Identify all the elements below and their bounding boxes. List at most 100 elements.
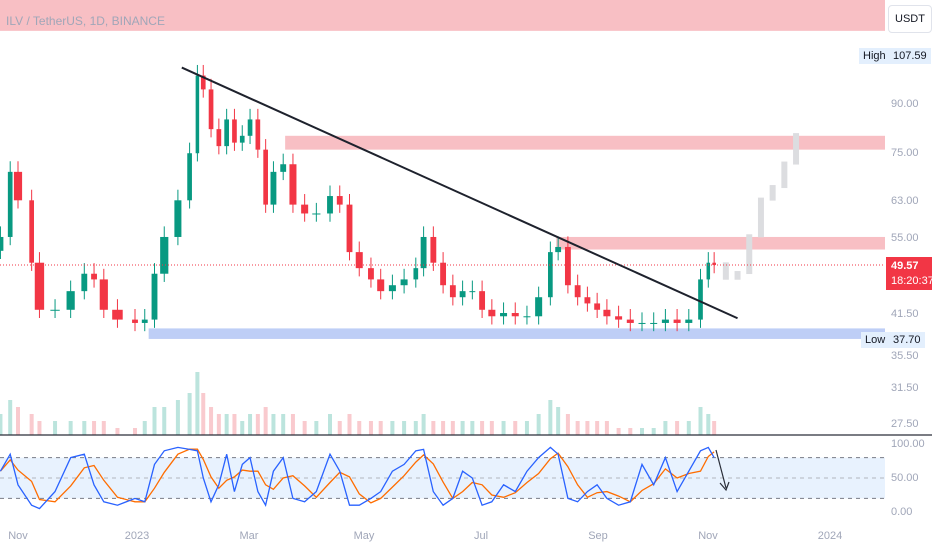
time-tick: Sep — [588, 530, 608, 542]
volume-bar — [460, 421, 465, 435]
blue-zone — [148, 328, 885, 339]
candle-body — [377, 279, 385, 292]
volume-bar — [82, 421, 87, 435]
volume-bar — [8, 400, 13, 435]
candle-body — [187, 153, 192, 201]
volume-bar — [431, 421, 436, 435]
candle-body — [488, 309, 496, 317]
volume-bar — [68, 421, 73, 435]
candle-body — [615, 316, 623, 320]
candle-body — [280, 164, 287, 172]
candle-body — [564, 246, 571, 286]
volume-bar — [604, 421, 609, 435]
candle-body — [255, 119, 261, 150]
low-value: 37.70 — [889, 332, 925, 348]
volume-bar — [16, 407, 20, 435]
volume-bar — [209, 407, 214, 435]
volume-bar — [421, 414, 426, 435]
price-tick: 55.00 — [891, 232, 919, 244]
volume-bar — [187, 393, 192, 435]
candle-body — [289, 164, 297, 205]
volume-bar — [201, 393, 206, 435]
volume-bar — [595, 421, 600, 435]
candle-body — [34, 262, 45, 310]
candle-body — [594, 303, 601, 310]
projection-candle — [757, 197, 764, 238]
price-tick: 90.00 — [891, 98, 919, 110]
time-tick: Nov — [698, 530, 718, 542]
candle-body — [440, 262, 447, 286]
candle-body — [626, 319, 634, 323]
candle-body — [584, 297, 591, 304]
candle-body — [673, 319, 681, 323]
candle-body — [603, 309, 611, 317]
volume-bar — [585, 421, 590, 435]
volume-bar — [337, 421, 342, 435]
volume-bar — [328, 414, 332, 435]
volume-bar — [162, 407, 167, 435]
currency-button[interactable]: USDT — [888, 5, 932, 33]
trendline — [181, 66, 738, 320]
volume-bar — [195, 372, 200, 435]
candle-body — [400, 279, 408, 286]
candle-body — [301, 204, 309, 214]
candle-body — [0, 236, 4, 251]
osc-tick: 50.00 — [891, 472, 919, 484]
osc-tick: 0.00 — [891, 506, 913, 518]
volume-bar — [347, 414, 352, 435]
volume-bar — [37, 421, 42, 435]
volume-bar — [706, 414, 711, 435]
candle-body — [216, 129, 222, 147]
candle-body — [66, 291, 75, 310]
volume-bar — [314, 421, 319, 435]
candle-body — [500, 313, 508, 317]
volume-bar — [390, 421, 395, 435]
volume-bar — [513, 421, 518, 435]
volume-bar — [53, 421, 58, 435]
volume-bar — [628, 428, 633, 435]
volume-bar — [616, 428, 621, 435]
volume-bar — [441, 421, 446, 435]
candle-body — [132, 319, 138, 323]
osc-tick: 100.00 — [891, 438, 925, 450]
countdown: 18:20:37 — [891, 275, 932, 287]
volume-bar — [357, 421, 362, 435]
candle-body — [523, 316, 531, 318]
volume-bar — [413, 421, 418, 435]
candle-body — [388, 285, 396, 292]
last-price-label: 49.57 18:20:37 — [886, 257, 932, 290]
projection-candle — [734, 271, 741, 280]
candle-body — [270, 171, 277, 205]
volume-bar — [101, 421, 106, 435]
volume-bar — [232, 414, 237, 435]
volume-bar — [548, 400, 553, 435]
candle-body — [413, 268, 419, 280]
candle-body — [555, 246, 562, 253]
down-arrow-icon — [715, 449, 730, 492]
volume-bar — [536, 414, 541, 435]
time-tick: Nov — [8, 530, 28, 542]
candle-body — [208, 89, 214, 130]
candle-body — [91, 273, 97, 280]
red-zone — [285, 135, 885, 150]
candle-body — [511, 313, 519, 317]
candle-body — [141, 319, 148, 323]
red-zone — [556, 236, 885, 250]
volume-bar — [489, 421, 494, 435]
volume-bar — [142, 421, 147, 435]
candle-body — [638, 322, 646, 324]
volume-bar — [675, 421, 680, 435]
candle-body — [469, 291, 476, 293]
volume-bar — [651, 428, 656, 435]
candle-body — [449, 285, 456, 298]
candle-body — [346, 204, 353, 253]
candle-body — [698, 279, 703, 320]
high-value: 107.59 — [889, 48, 931, 64]
last-price: 49.57 — [891, 260, 919, 272]
candle-body — [112, 309, 123, 320]
volume-bar — [224, 414, 229, 435]
price-tick: 35.50 — [891, 350, 919, 362]
volume-bar — [470, 421, 475, 435]
